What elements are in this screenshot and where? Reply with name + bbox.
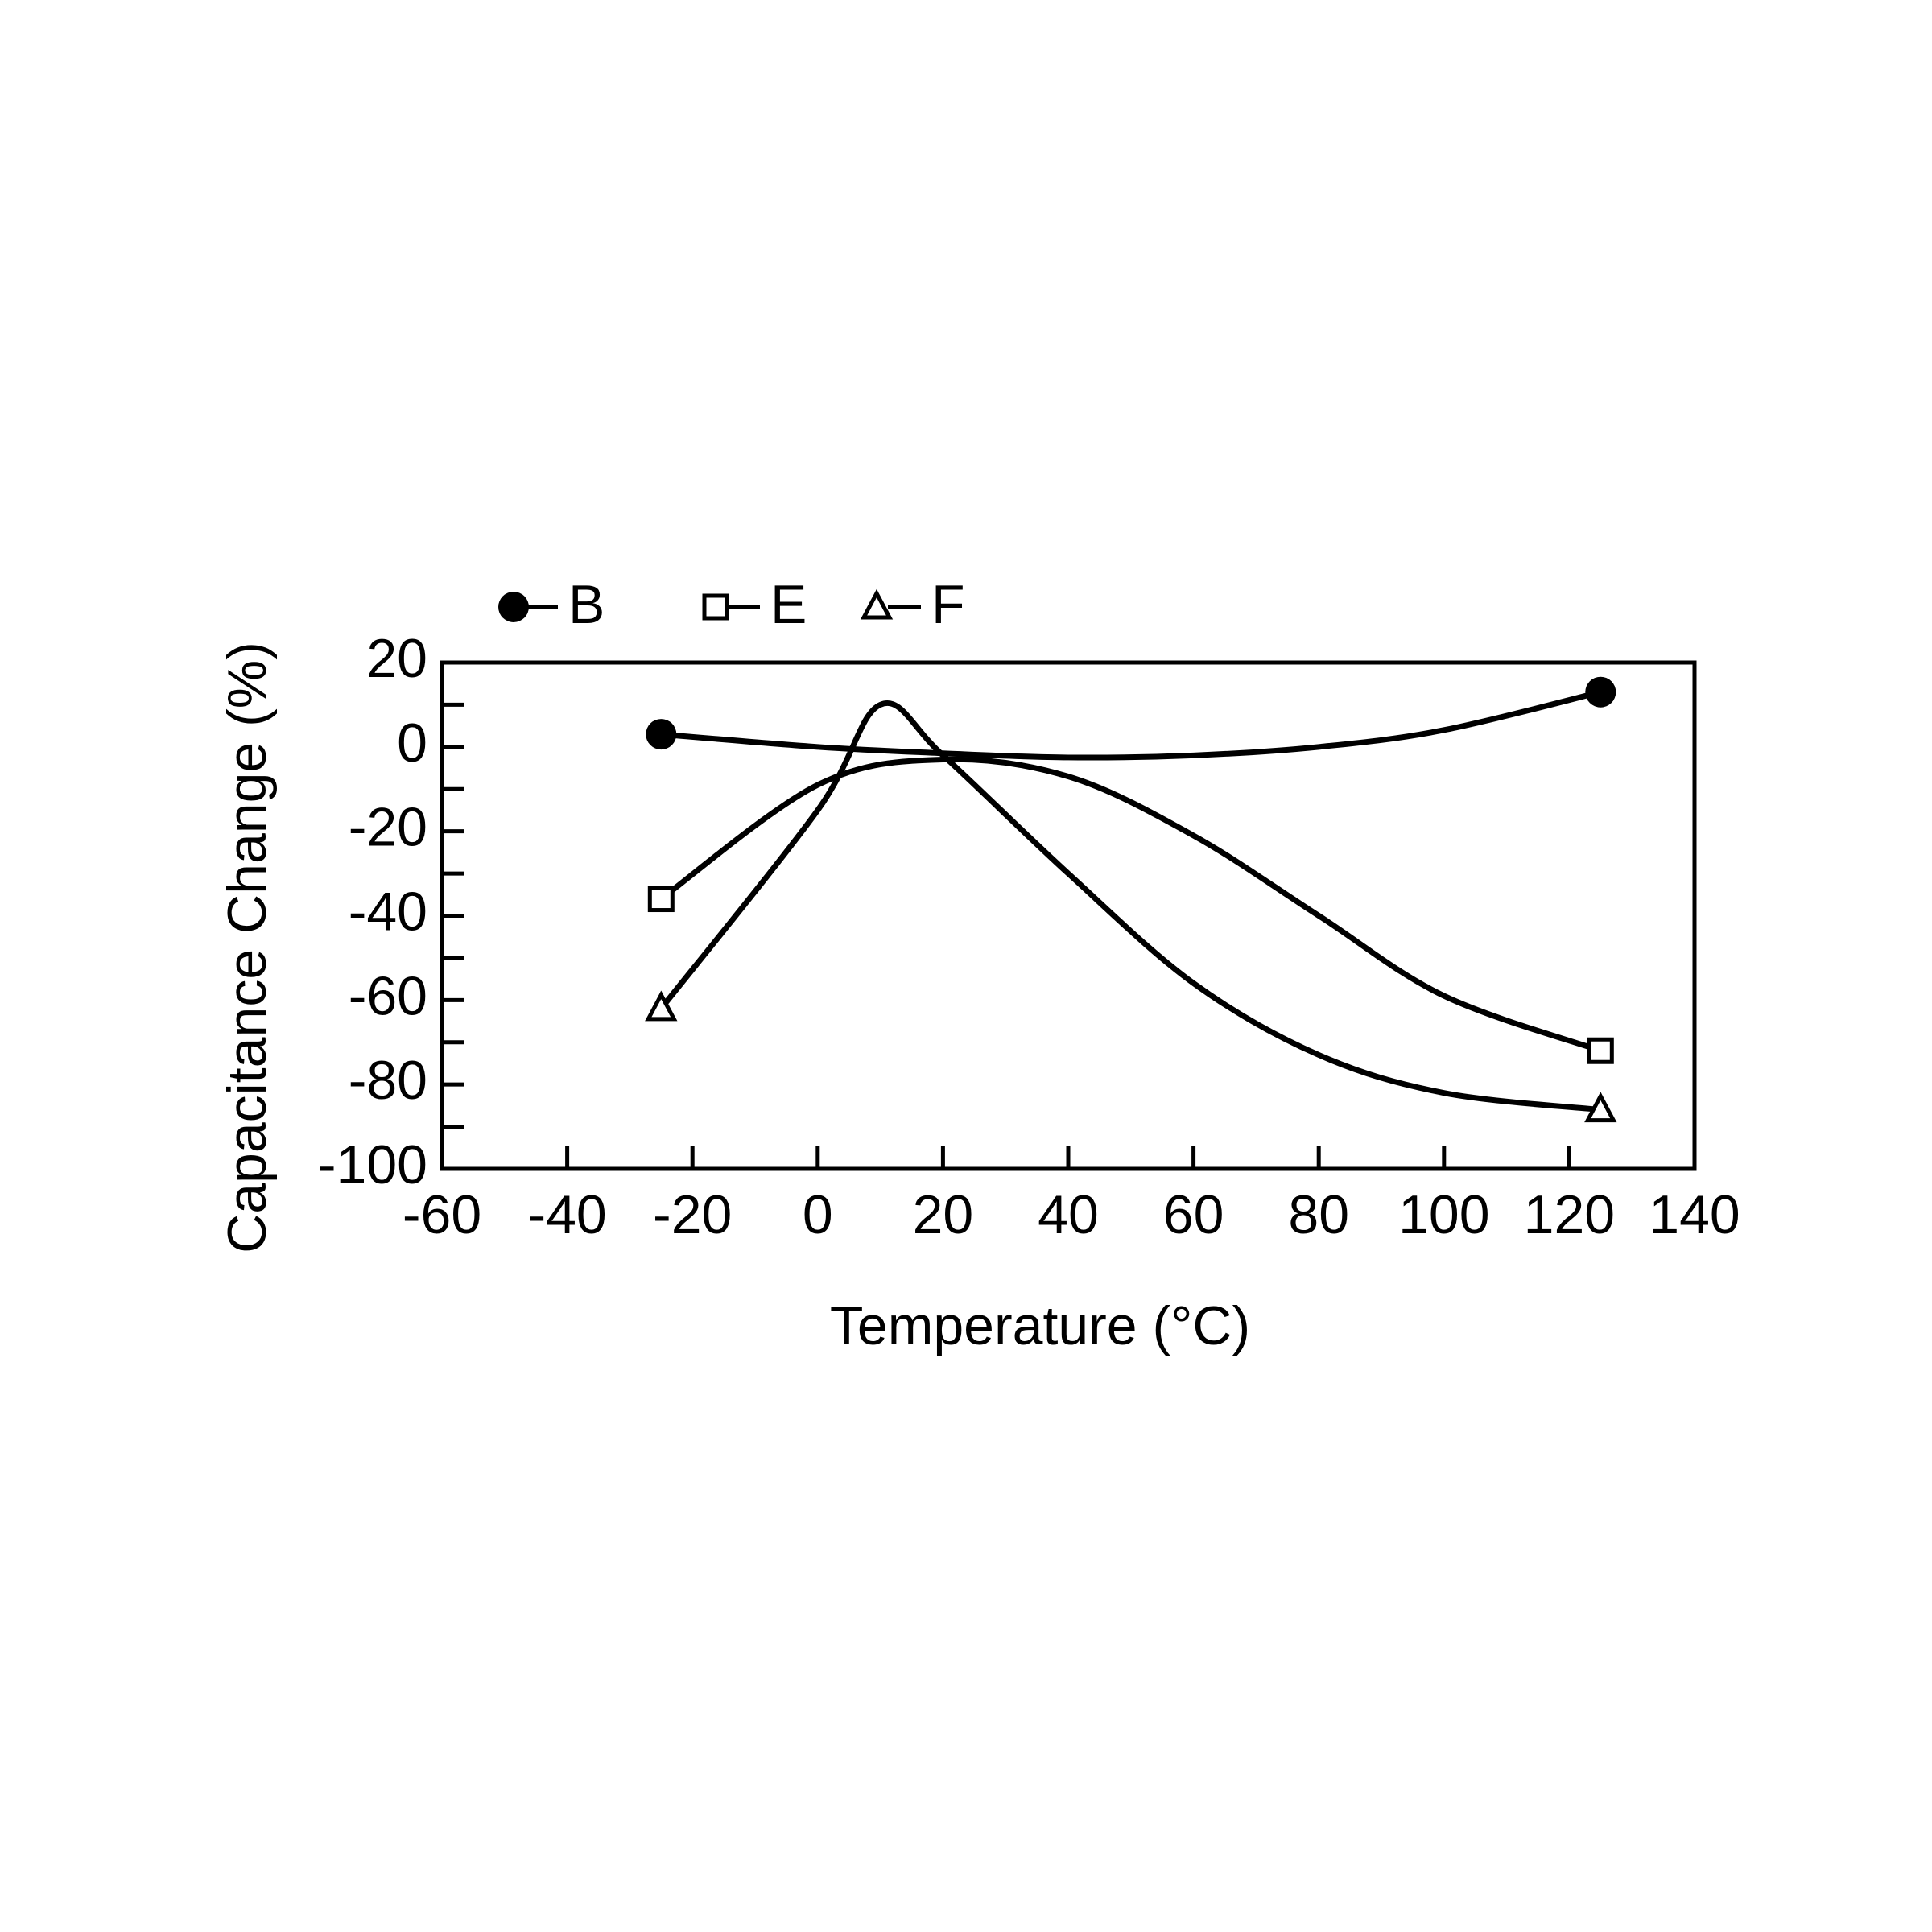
y-tick-label: 20 <box>366 628 427 689</box>
x-tick-label: 20 <box>913 1184 974 1245</box>
marker <box>645 990 678 1022</box>
series-line <box>659 756 1602 1054</box>
marker <box>647 886 675 913</box>
marker <box>646 719 677 750</box>
y-tick-label: -60 <box>349 965 427 1026</box>
x-tick-label: 40 <box>1038 1184 1099 1245</box>
x-tick-label: 80 <box>1288 1184 1349 1245</box>
marker <box>498 592 529 622</box>
marker <box>1587 1037 1614 1064</box>
y-tick-label: -80 <box>349 1050 427 1111</box>
x-tick-label: 140 <box>1649 1184 1740 1245</box>
marker <box>1584 1092 1617 1123</box>
marker <box>702 593 729 621</box>
y-tick-label: -20 <box>349 797 427 858</box>
y-axis-label: Capacitance Change (%) <box>217 642 278 1253</box>
x-tick-label: 120 <box>1524 1184 1615 1245</box>
y-tick-label: 0 <box>397 712 427 774</box>
x-tick-label: -40 <box>527 1184 606 1245</box>
x-axis-label: Temperature (°C) <box>830 1295 1250 1356</box>
y-tick-label: -40 <box>349 881 427 942</box>
legend-label: E <box>770 574 807 635</box>
series-line <box>661 689 1602 761</box>
marker <box>1585 676 1616 708</box>
y-tick-label: -100 <box>318 1134 427 1195</box>
x-tick-label: 60 <box>1163 1184 1224 1245</box>
x-tick-label: -60 <box>402 1184 481 1245</box>
marker <box>860 588 894 620</box>
x-tick-label: 100 <box>1398 1184 1489 1245</box>
series-line <box>658 700 1601 1113</box>
plot-frame <box>440 660 1697 1171</box>
legend-label: B <box>568 574 605 635</box>
x-tick-label: 0 <box>803 1184 833 1245</box>
legend-label: F <box>931 574 965 635</box>
x-tick-label: -20 <box>653 1184 732 1245</box>
